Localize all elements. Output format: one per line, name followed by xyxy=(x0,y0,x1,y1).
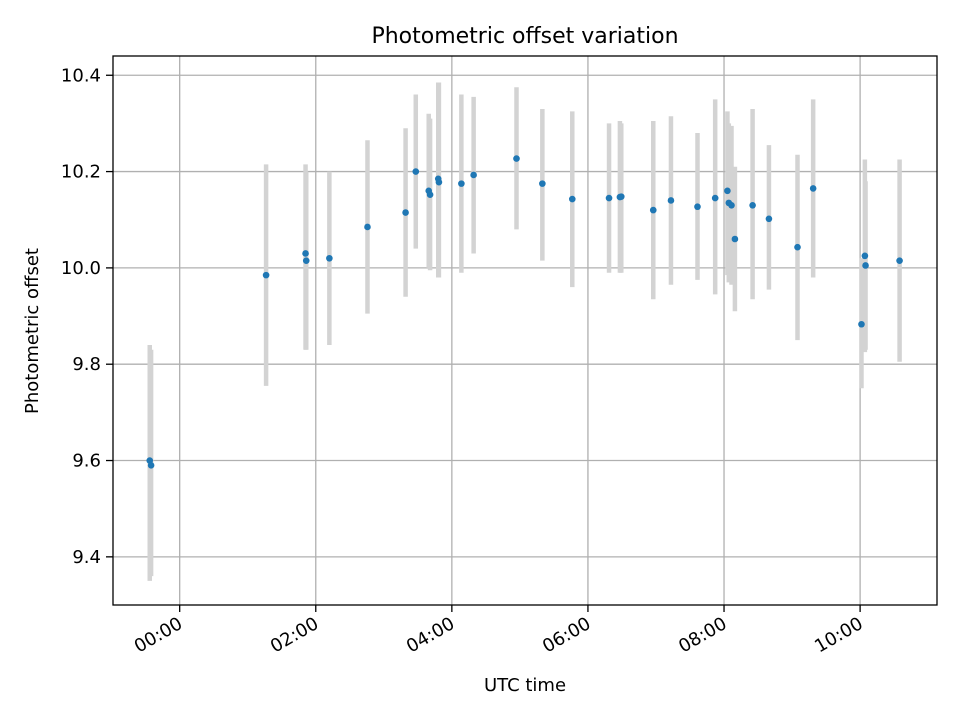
data-point xyxy=(302,250,309,257)
data-point xyxy=(435,178,443,186)
y-tick-label: 9.8 xyxy=(72,354,101,375)
y-tick-label: 10.4 xyxy=(61,65,101,86)
data-point xyxy=(765,215,773,223)
data-point xyxy=(861,252,869,260)
data-point xyxy=(809,185,817,192)
data-point xyxy=(470,171,477,179)
data-point xyxy=(458,180,465,187)
data-point xyxy=(539,180,546,187)
y-tick-label: 9.4 xyxy=(72,547,101,568)
data-point xyxy=(694,203,701,211)
data-point xyxy=(147,462,155,469)
data-point xyxy=(724,187,731,195)
chart-title: Photometric offset variation xyxy=(371,24,678,49)
data-point xyxy=(794,243,801,251)
data-point xyxy=(649,206,657,214)
data-point xyxy=(426,191,434,198)
y-tick-label: 10.0 xyxy=(61,258,101,279)
plot-frame xyxy=(112,55,938,606)
data-point xyxy=(711,194,719,202)
x-axis-label: UTC time xyxy=(484,675,566,696)
data-point xyxy=(412,168,420,175)
data-point xyxy=(749,201,756,209)
y-tick-label: 10.2 xyxy=(61,162,101,183)
y-axis-label: Photometric offset xyxy=(22,248,43,414)
data-point xyxy=(617,193,625,200)
data-point xyxy=(862,262,869,269)
data-point xyxy=(302,257,310,264)
y-axis-ticks: 9.4 9.6 9.8 10.0 10.2 10.4 xyxy=(61,65,113,568)
data-point xyxy=(728,201,735,209)
data-point xyxy=(896,257,903,264)
data-point xyxy=(326,254,333,262)
data-point xyxy=(402,209,409,216)
data-point xyxy=(858,320,865,328)
data-point xyxy=(513,155,520,162)
data-point xyxy=(262,271,270,279)
data-point xyxy=(364,223,371,231)
data-point xyxy=(731,235,739,243)
data-point xyxy=(605,194,613,202)
y-tick-label: 9.6 xyxy=(72,451,101,472)
data-points xyxy=(146,155,903,469)
data-point xyxy=(667,197,675,204)
data-point xyxy=(568,195,576,203)
